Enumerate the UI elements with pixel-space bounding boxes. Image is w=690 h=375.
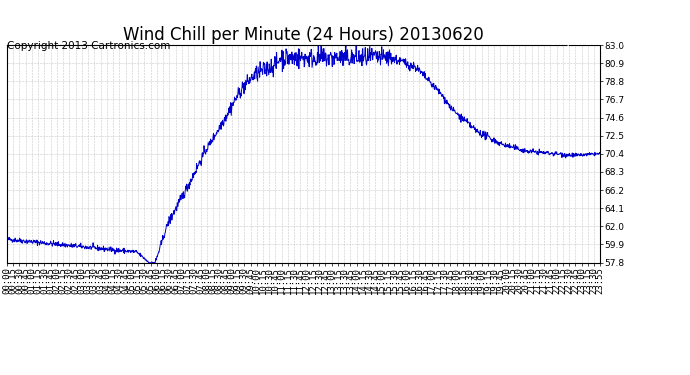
- Text: Copyright 2013 Cartronics.com: Copyright 2013 Cartronics.com: [7, 41, 170, 51]
- Text: Wind Chill per Minute (24 Hours) 20130620: Wind Chill per Minute (24 Hours) 2013062…: [124, 26, 484, 44]
- Text: Temperature  (°F): Temperature (°F): [544, 37, 642, 47]
